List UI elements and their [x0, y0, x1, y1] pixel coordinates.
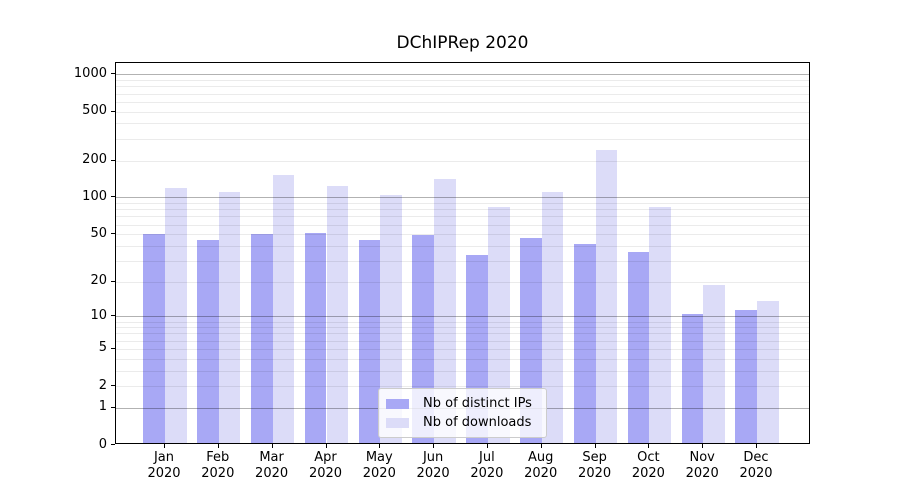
- bar-distinct-ips: [735, 309, 757, 443]
- bar-distinct-ips: [358, 240, 381, 443]
- x-tick-mark: [271, 444, 273, 448]
- plot-area: [115, 62, 810, 444]
- x-tick-mark: [164, 444, 165, 448]
- bar-distinct-ips: [627, 252, 650, 443]
- x-tick-label: Apr 2020: [308, 450, 343, 481]
- x-tick-mark: [756, 444, 757, 448]
- y-tick-label: 1000: [73, 65, 107, 81]
- y-tick-mark: [111, 233, 115, 235]
- bar-distinct-ips: [304, 233, 327, 443]
- gridline-minor: [116, 138, 809, 140]
- bar-distinct-ips: [143, 234, 165, 443]
- x-tick-label: May 2020: [362, 450, 396, 481]
- x-tick-label: Oct 2020: [631, 450, 665, 481]
- legend-swatch-distinct-ips: [386, 398, 409, 409]
- y-tick-mark: [111, 73, 115, 75]
- y-tick-mark: [111, 347, 115, 349]
- y-tick-label: 5: [98, 340, 107, 356]
- y-tick-mark: [111, 444, 115, 445]
- y-tick-mark: [111, 110, 115, 112]
- x-tick-mark: [540, 444, 542, 448]
- x-tick-label: Sep 2020: [578, 450, 612, 481]
- y-tick-label: 1: [98, 399, 107, 415]
- bar-downloads: [487, 207, 510, 443]
- x-tick-label: Dec 2020: [739, 450, 773, 481]
- y-tick-mark: [111, 196, 115, 198]
- x-tick-mark: [379, 444, 381, 448]
- bar-downloads: [649, 206, 672, 443]
- bar-downloads: [165, 188, 187, 443]
- gridline-minor: [116, 80, 809, 81]
- x-tick-label: Jun 2020: [416, 450, 450, 481]
- bar-downloads: [326, 186, 349, 443]
- bar-downloads: [272, 174, 295, 443]
- y-tick-label: 10: [90, 307, 107, 323]
- x-tick-mark: [486, 444, 488, 448]
- legend: Nb of distinct IPs Nb of downloads: [378, 388, 547, 438]
- bar-downloads: [757, 301, 779, 443]
- y-tick-label: 500: [82, 103, 107, 118]
- x-tick-mark: [433, 444, 435, 448]
- gridline-minor: [116, 123, 809, 125]
- gridline-minor: [116, 86, 809, 88]
- legend-swatch-downloads: [386, 417, 409, 428]
- y-tick-label: 50: [90, 225, 107, 241]
- x-tick-label: Mar 2020: [255, 450, 289, 481]
- legend-label-downloads: Nb of downloads: [423, 414, 532, 430]
- bar-distinct-ips: [250, 234, 273, 443]
- y-tick-label: 200: [82, 152, 107, 167]
- y-tick-mark: [111, 315, 115, 317]
- chart-title: DChIPRep 2020: [396, 33, 529, 53]
- bar-downloads: [541, 191, 564, 443]
- y-tick-mark: [111, 406, 115, 408]
- bar-downloads: [218, 191, 241, 443]
- gridline-minor: [116, 111, 809, 113]
- gridline-minor: [116, 101, 809, 103]
- bar-downloads: [380, 195, 402, 443]
- y-tick-label: 2: [98, 377, 107, 393]
- gridline-minor: [116, 160, 809, 162]
- x-tick-mark: [594, 444, 596, 448]
- y-tick-mark: [111, 385, 115, 387]
- x-tick-label: Jan 2020: [147, 450, 181, 481]
- legend-item-distinct-ips: Nb of distinct IPs: [386, 396, 539, 412]
- x-tick-mark: [325, 444, 327, 448]
- gridline-major: [116, 74, 809, 76]
- y-tick-mark: [111, 159, 115, 161]
- bar-downloads: [434, 179, 456, 443]
- bar-distinct-ips: [573, 243, 596, 443]
- legend-item-downloads: Nb of downloads: [386, 415, 539, 431]
- y-tick-label: 0: [98, 436, 107, 452]
- x-tick-mark: [702, 444, 704, 448]
- x-tick-label: Aug 2020: [524, 450, 558, 481]
- y-tick-mark: [111, 280, 115, 282]
- x-tick-label: Nov 2020: [685, 450, 719, 481]
- y-tick-label: 20: [90, 273, 107, 289]
- x-tick-mark: [648, 444, 650, 448]
- bar-downloads: [595, 150, 618, 443]
- gridline-minor: [116, 93, 809, 95]
- x-tick-label: Feb 2020: [201, 450, 235, 481]
- bar-distinct-ips: [681, 314, 704, 443]
- y-tick-label: 100: [82, 188, 107, 204]
- bar-downloads: [703, 285, 725, 443]
- x-tick-mark: [217, 444, 219, 448]
- legend-label-distinct-ips: Nb of distinct IPs: [423, 395, 532, 411]
- bar-distinct-ips: [197, 240, 219, 443]
- x-tick-label: Jul 2020: [470, 450, 504, 481]
